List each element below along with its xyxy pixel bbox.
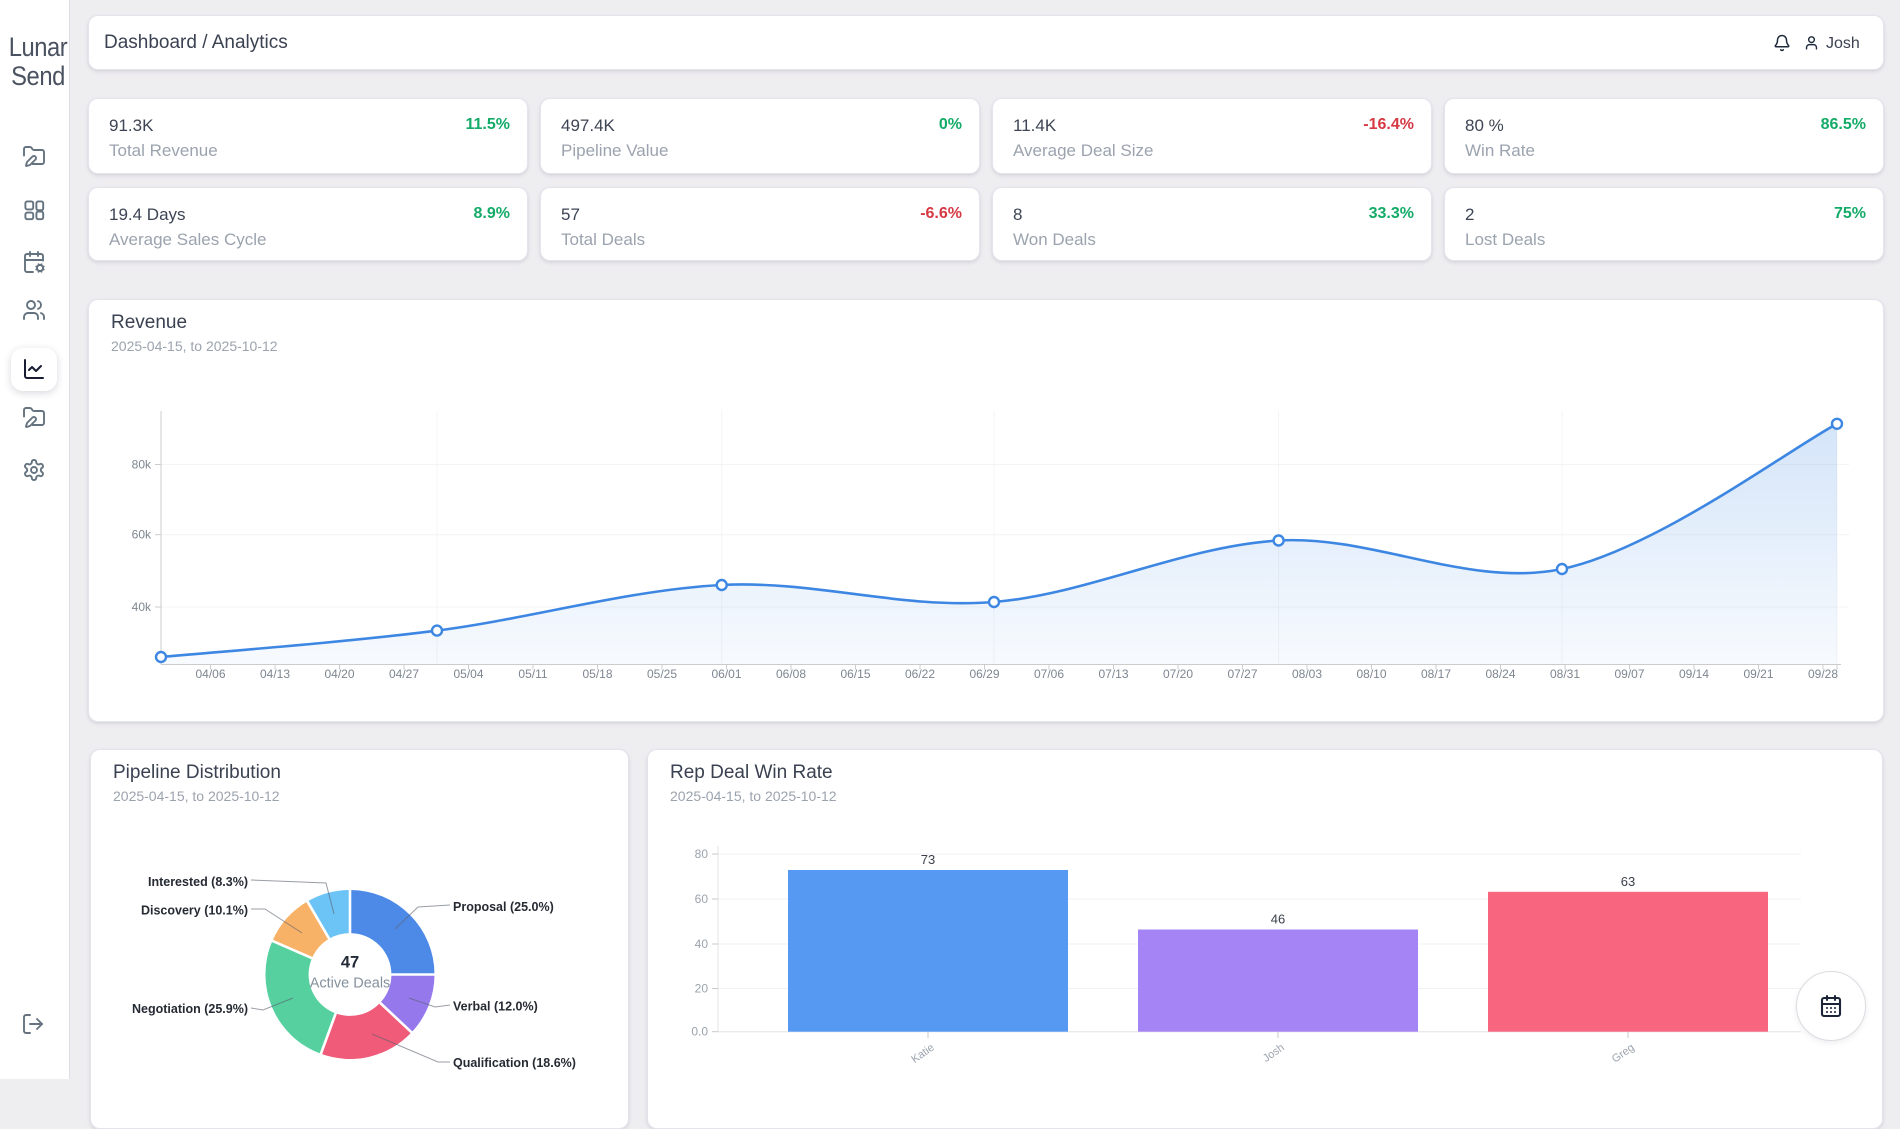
svg-text:63: 63 [1621, 874, 1635, 889]
svg-text:06/15: 06/15 [840, 667, 870, 681]
svg-text:Verbal (12.0%): Verbal (12.0%) [453, 1000, 538, 1014]
svg-text:Active Deals: Active Deals [310, 976, 391, 992]
svg-text:40: 40 [695, 937, 709, 951]
svg-text:05/18: 05/18 [582, 667, 612, 681]
svg-text:07/20: 07/20 [1163, 667, 1193, 681]
svg-text:08/03: 08/03 [1292, 667, 1322, 681]
svg-text:09/21: 09/21 [1743, 667, 1773, 681]
svg-text:09/07: 09/07 [1614, 667, 1644, 681]
svg-text:04/13: 04/13 [260, 667, 290, 681]
svg-text:73: 73 [921, 852, 935, 867]
svg-text:Qualification (18.6%): Qualification (18.6%) [453, 1056, 576, 1070]
svg-text:Josh: Josh [1261, 1042, 1287, 1065]
svg-text:80: 80 [695, 847, 709, 861]
svg-text:05/04: 05/04 [453, 667, 483, 681]
svg-text:05/25: 05/25 [647, 667, 677, 681]
svg-text:07/13: 07/13 [1098, 667, 1128, 681]
svg-text:06/22: 06/22 [905, 667, 935, 681]
svg-text:40k: 40k [132, 600, 152, 614]
svg-text:08/10: 08/10 [1356, 667, 1386, 681]
svg-text:08/24: 08/24 [1485, 667, 1515, 681]
svg-text:46: 46 [1271, 912, 1285, 927]
svg-text:Greg: Greg [1610, 1042, 1637, 1066]
svg-text:06/29: 06/29 [969, 667, 999, 681]
svg-text:06/08: 06/08 [776, 667, 806, 681]
svg-text:09/28: 09/28 [1808, 667, 1838, 681]
svg-text:60: 60 [695, 892, 709, 906]
svg-text:Negotiation (25.9%): Negotiation (25.9%) [132, 1002, 248, 1016]
svg-text:47: 47 [341, 954, 359, 972]
svg-text:04/06: 04/06 [195, 667, 225, 681]
svg-text:09/14: 09/14 [1679, 667, 1709, 681]
svg-text:Katie: Katie [909, 1042, 936, 1066]
svg-text:07/27: 07/27 [1227, 667, 1257, 681]
svg-text:80k: 80k [132, 458, 152, 472]
svg-text:20: 20 [695, 982, 709, 996]
svg-text:06/01: 06/01 [711, 667, 741, 681]
svg-text:Discovery (10.1%): Discovery (10.1%) [141, 904, 248, 918]
svg-text:Interested (8.3%): Interested (8.3%) [148, 875, 248, 889]
svg-text:Proposal (25.0%): Proposal (25.0%) [453, 900, 554, 914]
svg-text:60k: 60k [132, 528, 152, 542]
svg-text:07/06: 07/06 [1034, 667, 1064, 681]
svg-text:05/11: 05/11 [518, 667, 547, 681]
svg-text:04/20: 04/20 [324, 667, 354, 681]
svg-text:08/17: 08/17 [1421, 667, 1451, 681]
svg-text:08/31: 08/31 [1550, 667, 1580, 681]
svg-text:0.0: 0.0 [691, 1025, 708, 1039]
svg-text:04/27: 04/27 [389, 667, 419, 681]
